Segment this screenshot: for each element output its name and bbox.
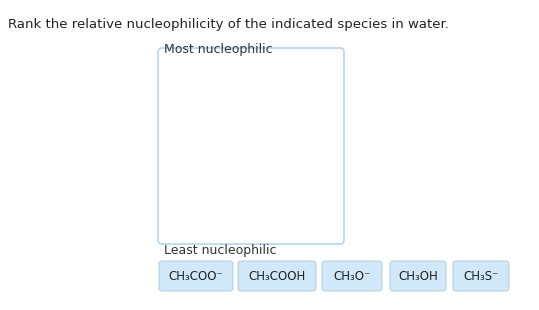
Text: CH₃COO⁻: CH₃COO⁻ bbox=[169, 269, 223, 282]
FancyBboxPatch shape bbox=[159, 261, 233, 291]
Text: CH₃S⁻: CH₃S⁻ bbox=[464, 269, 499, 282]
FancyBboxPatch shape bbox=[322, 261, 382, 291]
Text: CH₃OH: CH₃OH bbox=[398, 269, 438, 282]
Text: Least nucleophilic: Least nucleophilic bbox=[164, 244, 277, 257]
FancyBboxPatch shape bbox=[158, 48, 344, 244]
Text: Rank the relative nucleophilicity of the indicated species in water.: Rank the relative nucleophilicity of the… bbox=[8, 18, 449, 31]
FancyBboxPatch shape bbox=[238, 261, 316, 291]
Text: Most nucleophilic: Most nucleophilic bbox=[164, 43, 273, 56]
FancyBboxPatch shape bbox=[390, 261, 446, 291]
FancyBboxPatch shape bbox=[453, 261, 509, 291]
Text: CH₃O⁻: CH₃O⁻ bbox=[334, 269, 371, 282]
Text: CH₃COOH: CH₃COOH bbox=[248, 269, 306, 282]
